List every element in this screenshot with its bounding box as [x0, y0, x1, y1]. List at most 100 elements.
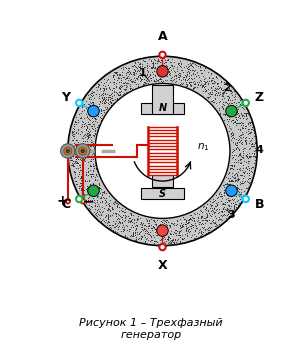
Point — [100, 204, 104, 210]
Point — [150, 63, 155, 68]
Point — [106, 215, 111, 221]
Point — [177, 62, 182, 68]
Point — [192, 80, 197, 86]
Point — [240, 155, 245, 161]
Point — [100, 199, 104, 205]
Point — [224, 180, 229, 186]
Point — [99, 112, 104, 118]
Text: 1: 1 — [139, 68, 146, 78]
Point — [112, 199, 117, 205]
Point — [163, 237, 168, 242]
Point — [117, 72, 122, 78]
Point — [214, 206, 219, 212]
Point — [201, 84, 206, 90]
Point — [192, 85, 197, 90]
Point — [138, 77, 143, 83]
Point — [186, 64, 191, 70]
Point — [145, 223, 150, 228]
Point — [113, 70, 117, 75]
Point — [236, 177, 240, 183]
Point — [83, 120, 88, 126]
Point — [239, 129, 244, 134]
Point — [160, 238, 165, 244]
Point — [88, 100, 93, 106]
Point — [233, 190, 238, 196]
Point — [120, 228, 125, 234]
Point — [190, 215, 194, 220]
Point — [94, 109, 98, 114]
Point — [186, 76, 191, 82]
Point — [239, 189, 244, 195]
Point — [116, 215, 120, 221]
Point — [86, 130, 91, 136]
Point — [170, 220, 175, 226]
Point — [88, 191, 93, 196]
Point — [168, 72, 173, 78]
Point — [158, 223, 162, 229]
Point — [211, 80, 216, 86]
Point — [88, 163, 92, 168]
Point — [218, 110, 223, 116]
Point — [211, 210, 216, 215]
Point — [105, 77, 110, 83]
Point — [165, 237, 170, 243]
Point — [125, 77, 130, 83]
Point — [227, 88, 232, 93]
Point — [100, 90, 105, 96]
Point — [129, 76, 134, 82]
FancyBboxPatch shape — [148, 127, 177, 175]
Point — [96, 83, 101, 88]
Point — [210, 98, 215, 104]
Point — [118, 214, 123, 220]
Point — [119, 72, 124, 77]
Point — [85, 168, 90, 174]
Point — [162, 218, 167, 224]
Point — [124, 234, 129, 239]
Point — [243, 135, 247, 141]
Point — [108, 95, 113, 100]
Point — [105, 205, 110, 211]
Point — [176, 229, 181, 234]
Point — [241, 169, 246, 174]
Point — [155, 77, 160, 83]
Point — [123, 64, 127, 69]
Point — [163, 77, 168, 83]
Point — [164, 236, 169, 241]
Point — [239, 125, 244, 130]
Point — [239, 122, 243, 128]
Point — [188, 217, 193, 222]
Point — [169, 62, 173, 67]
Point — [86, 128, 91, 134]
Point — [112, 224, 117, 230]
Point — [101, 83, 106, 88]
Point — [187, 79, 191, 85]
Point — [92, 125, 97, 131]
Point — [220, 183, 225, 188]
Point — [209, 71, 214, 76]
Point — [134, 220, 139, 225]
Point — [234, 184, 239, 190]
Point — [141, 79, 146, 85]
Point — [229, 177, 234, 183]
Point — [157, 237, 162, 243]
Point — [106, 205, 111, 211]
Point — [107, 206, 112, 211]
Point — [72, 126, 77, 132]
Point — [138, 235, 143, 241]
Point — [245, 155, 250, 160]
Point — [70, 130, 75, 135]
Point — [96, 188, 101, 194]
Point — [83, 187, 88, 192]
Point — [119, 207, 124, 212]
Point — [138, 222, 143, 227]
Point — [183, 77, 188, 83]
Point — [136, 213, 141, 218]
Point — [124, 89, 129, 95]
Point — [145, 62, 149, 68]
Point — [125, 69, 130, 75]
Point — [73, 121, 78, 127]
Point — [83, 127, 88, 133]
Point — [239, 135, 243, 141]
Point — [145, 231, 150, 237]
Point — [109, 100, 114, 105]
